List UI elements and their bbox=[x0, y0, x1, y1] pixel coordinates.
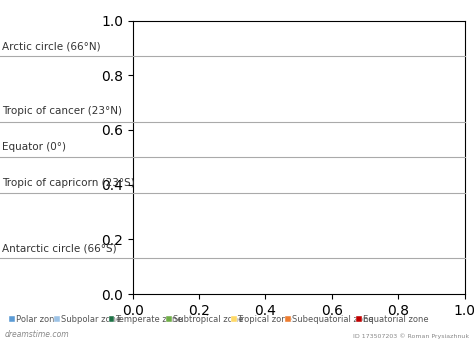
Text: Tropical zone: Tropical zone bbox=[237, 315, 292, 324]
Text: Subpolar zone: Subpolar zone bbox=[61, 315, 121, 324]
Text: Temperate zone: Temperate zone bbox=[115, 315, 182, 324]
Text: Tropic of capricorn (23°S): Tropic of capricorn (23°S) bbox=[2, 178, 135, 188]
Text: Tropic of cancer (23°N): Tropic of cancer (23°N) bbox=[2, 106, 122, 117]
Text: Arctic circle (66°N): Arctic circle (66°N) bbox=[2, 41, 101, 51]
Text: Subtropical zone: Subtropical zone bbox=[173, 315, 243, 324]
Text: ID 173507203 © Roman Prysiazhnuk: ID 173507203 © Roman Prysiazhnuk bbox=[353, 333, 469, 339]
Text: Polar zone: Polar zone bbox=[16, 315, 60, 324]
Text: Antarctic circle (66°S): Antarctic circle (66°S) bbox=[2, 243, 117, 253]
Text: Equatorial zone: Equatorial zone bbox=[363, 315, 428, 324]
Text: Subequatorial zone: Subequatorial zone bbox=[292, 315, 374, 324]
Text: Equator (0°): Equator (0°) bbox=[2, 142, 66, 152]
Text: dreamstime.com: dreamstime.com bbox=[5, 330, 69, 339]
